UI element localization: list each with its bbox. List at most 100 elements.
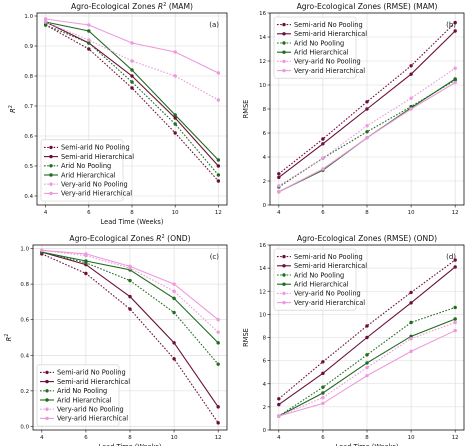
y-tick-label: 0.9 xyxy=(24,44,33,50)
data-point xyxy=(321,401,325,406)
series-semi-arid-hierarchical xyxy=(277,29,457,180)
y-tick-label: 16 xyxy=(259,243,266,249)
x-axis-label: Lead Time (Weeks) xyxy=(101,218,164,226)
data-point xyxy=(409,290,413,295)
data-point xyxy=(409,72,413,76)
data-point xyxy=(216,173,221,177)
data-point xyxy=(128,264,132,269)
data-point xyxy=(216,341,220,345)
legend-marker xyxy=(282,291,286,296)
chart-title: Agro-Ecological Zones (RMSE) (MAM) xyxy=(297,2,438,11)
y-tick-label: 12 xyxy=(259,289,266,295)
x-tick-label: 4 xyxy=(44,210,48,216)
data-point xyxy=(277,184,281,188)
data-point xyxy=(130,74,134,78)
y-tick-label: 0 xyxy=(263,203,267,209)
data-point xyxy=(173,74,177,78)
legend-marker xyxy=(45,398,49,402)
x-tick-label: 12 xyxy=(215,210,222,216)
legend-box xyxy=(273,248,357,311)
data-point xyxy=(40,248,44,253)
y-tick-label: 2 xyxy=(263,405,266,411)
legend-label: Very-arid No Pooling xyxy=(294,290,361,298)
data-point xyxy=(409,349,413,354)
x-tick-label: 4 xyxy=(40,435,44,441)
data-point xyxy=(409,96,413,100)
y-axis-label: RMSE xyxy=(242,328,250,347)
legend-marker xyxy=(282,282,286,286)
data-point xyxy=(216,405,220,409)
y-tick-label: 0.2 xyxy=(20,389,29,395)
legend-label: Very-arid No Pooling xyxy=(61,181,128,189)
x-tick-label: 10 xyxy=(408,210,415,216)
legend-label: Arid Hierarchical xyxy=(57,396,112,404)
data-point xyxy=(216,362,220,366)
data-point xyxy=(453,66,457,70)
panel-tag: (d) xyxy=(446,253,456,261)
y-tick-label: 14 xyxy=(259,266,266,272)
y-tick-label: 10 xyxy=(259,83,266,89)
data-point xyxy=(172,296,176,301)
data-point xyxy=(365,136,369,140)
x-tick-label: 12 xyxy=(452,435,459,441)
x-tick-label: 10 xyxy=(171,435,178,441)
legend-label: Very-arid Hierarchical xyxy=(294,299,365,307)
data-point xyxy=(172,357,176,361)
legend-label: Semi-arid Hierarchical xyxy=(294,262,367,270)
data-point xyxy=(365,324,369,328)
data-point xyxy=(321,371,325,376)
x-tick-label: 10 xyxy=(408,435,415,441)
y-tick-label: 2 xyxy=(263,179,266,185)
data-point xyxy=(321,385,325,389)
data-point xyxy=(453,80,457,85)
legend-label: Very-arid Hierarchical xyxy=(61,190,132,198)
series-semi-arid-hierarchical xyxy=(277,265,457,407)
series-semi-arid-hierarchical xyxy=(40,250,220,409)
x-axis-label: Lead Time (Weeks) xyxy=(336,443,399,446)
data-point xyxy=(453,77,457,81)
legend-marker xyxy=(282,41,286,45)
y-tick-label: 0.5 xyxy=(24,164,33,170)
series-semi-arid-no-pooling xyxy=(277,258,457,401)
data-point xyxy=(321,167,325,171)
legend-label: Semi-arid Hierarchical xyxy=(61,153,134,161)
y-tick-label: 0.0 xyxy=(20,424,29,430)
data-point xyxy=(130,86,134,90)
data-point xyxy=(321,391,325,395)
data-point xyxy=(130,41,134,45)
data-point xyxy=(173,131,177,135)
data-point xyxy=(321,156,325,160)
legend-marker xyxy=(45,407,49,411)
data-point xyxy=(216,164,221,168)
data-point xyxy=(365,335,369,340)
data-point xyxy=(365,353,369,357)
x-tick-label: 8 xyxy=(365,435,369,441)
x-tick-label: 10 xyxy=(172,210,179,216)
y-tick-label: 0 xyxy=(263,428,267,434)
legend-label: Semi-arid No Pooling xyxy=(294,253,363,261)
series-line xyxy=(41,253,219,424)
data-point xyxy=(453,265,457,269)
legend-marker xyxy=(282,32,286,36)
x-tick-label: 12 xyxy=(452,210,459,216)
data-point xyxy=(277,414,281,418)
data-point xyxy=(130,80,134,84)
series-line xyxy=(45,24,219,182)
data-point xyxy=(172,282,176,286)
data-point xyxy=(216,98,221,102)
series-very-arid-no-pooling xyxy=(43,20,221,102)
data-point xyxy=(453,320,457,325)
series-very-arid-hierarchical xyxy=(277,80,457,194)
data-point xyxy=(128,278,132,283)
legend-marker xyxy=(282,300,286,305)
legend-marker xyxy=(49,145,53,150)
y-tick-label: 10 xyxy=(259,312,266,318)
data-point xyxy=(365,107,369,111)
legend-label: Semi-arid Hierarchical xyxy=(57,378,130,386)
data-point xyxy=(87,41,91,45)
x-tick-label: 8 xyxy=(130,210,134,216)
series-semi-arid-no-pooling xyxy=(277,20,457,176)
legend-label: Very-arid No Pooling xyxy=(294,58,361,66)
